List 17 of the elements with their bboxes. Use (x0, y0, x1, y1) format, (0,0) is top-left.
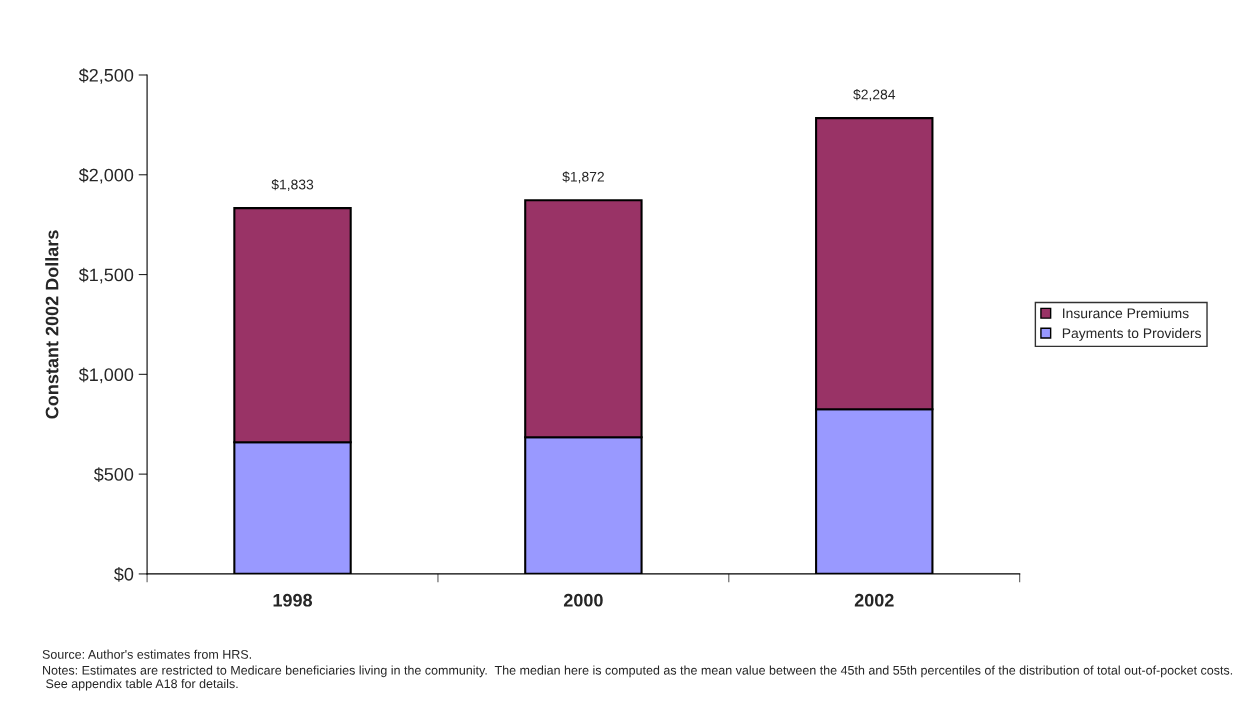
text: Notes: Estimates are restricted to Medicare beneficiaries living in the community. The median here is computed as the mean value between the 45th and 55th percentiles of the distribution of total out-of-pocket costs. See appendix table A18 for details. (43, 665, 1233, 691)
y-axis-title: Constant 2002 Dollars (45, 230, 59, 419)
y-tick-label: $500 (93, 467, 134, 482)
source-note: Source: Author's estimates from HRS. (42, 649, 251, 659)
y-tick-label: $0 (114, 567, 134, 582)
y-tick-label: $2,000 (78, 167, 134, 184)
y-tick-label: $1,000 (78, 367, 134, 384)
total-label: $1,833 (271, 178, 314, 192)
y-tick-label: $2,500 (78, 68, 134, 84)
legend-label: Insurance Premiums (1063, 308, 1189, 319)
legend-label: Payments to Providers (1062, 327, 1201, 341)
total-label: $1,872 (562, 171, 604, 184)
x-tick-label: 1998 (273, 593, 313, 607)
x-tick-label: 2002 (854, 593, 894, 607)
y-tick-label: $1,500 (78, 267, 134, 284)
x-tick-label: 2000 (563, 593, 603, 607)
total-label: $2,284 (853, 88, 896, 102)
